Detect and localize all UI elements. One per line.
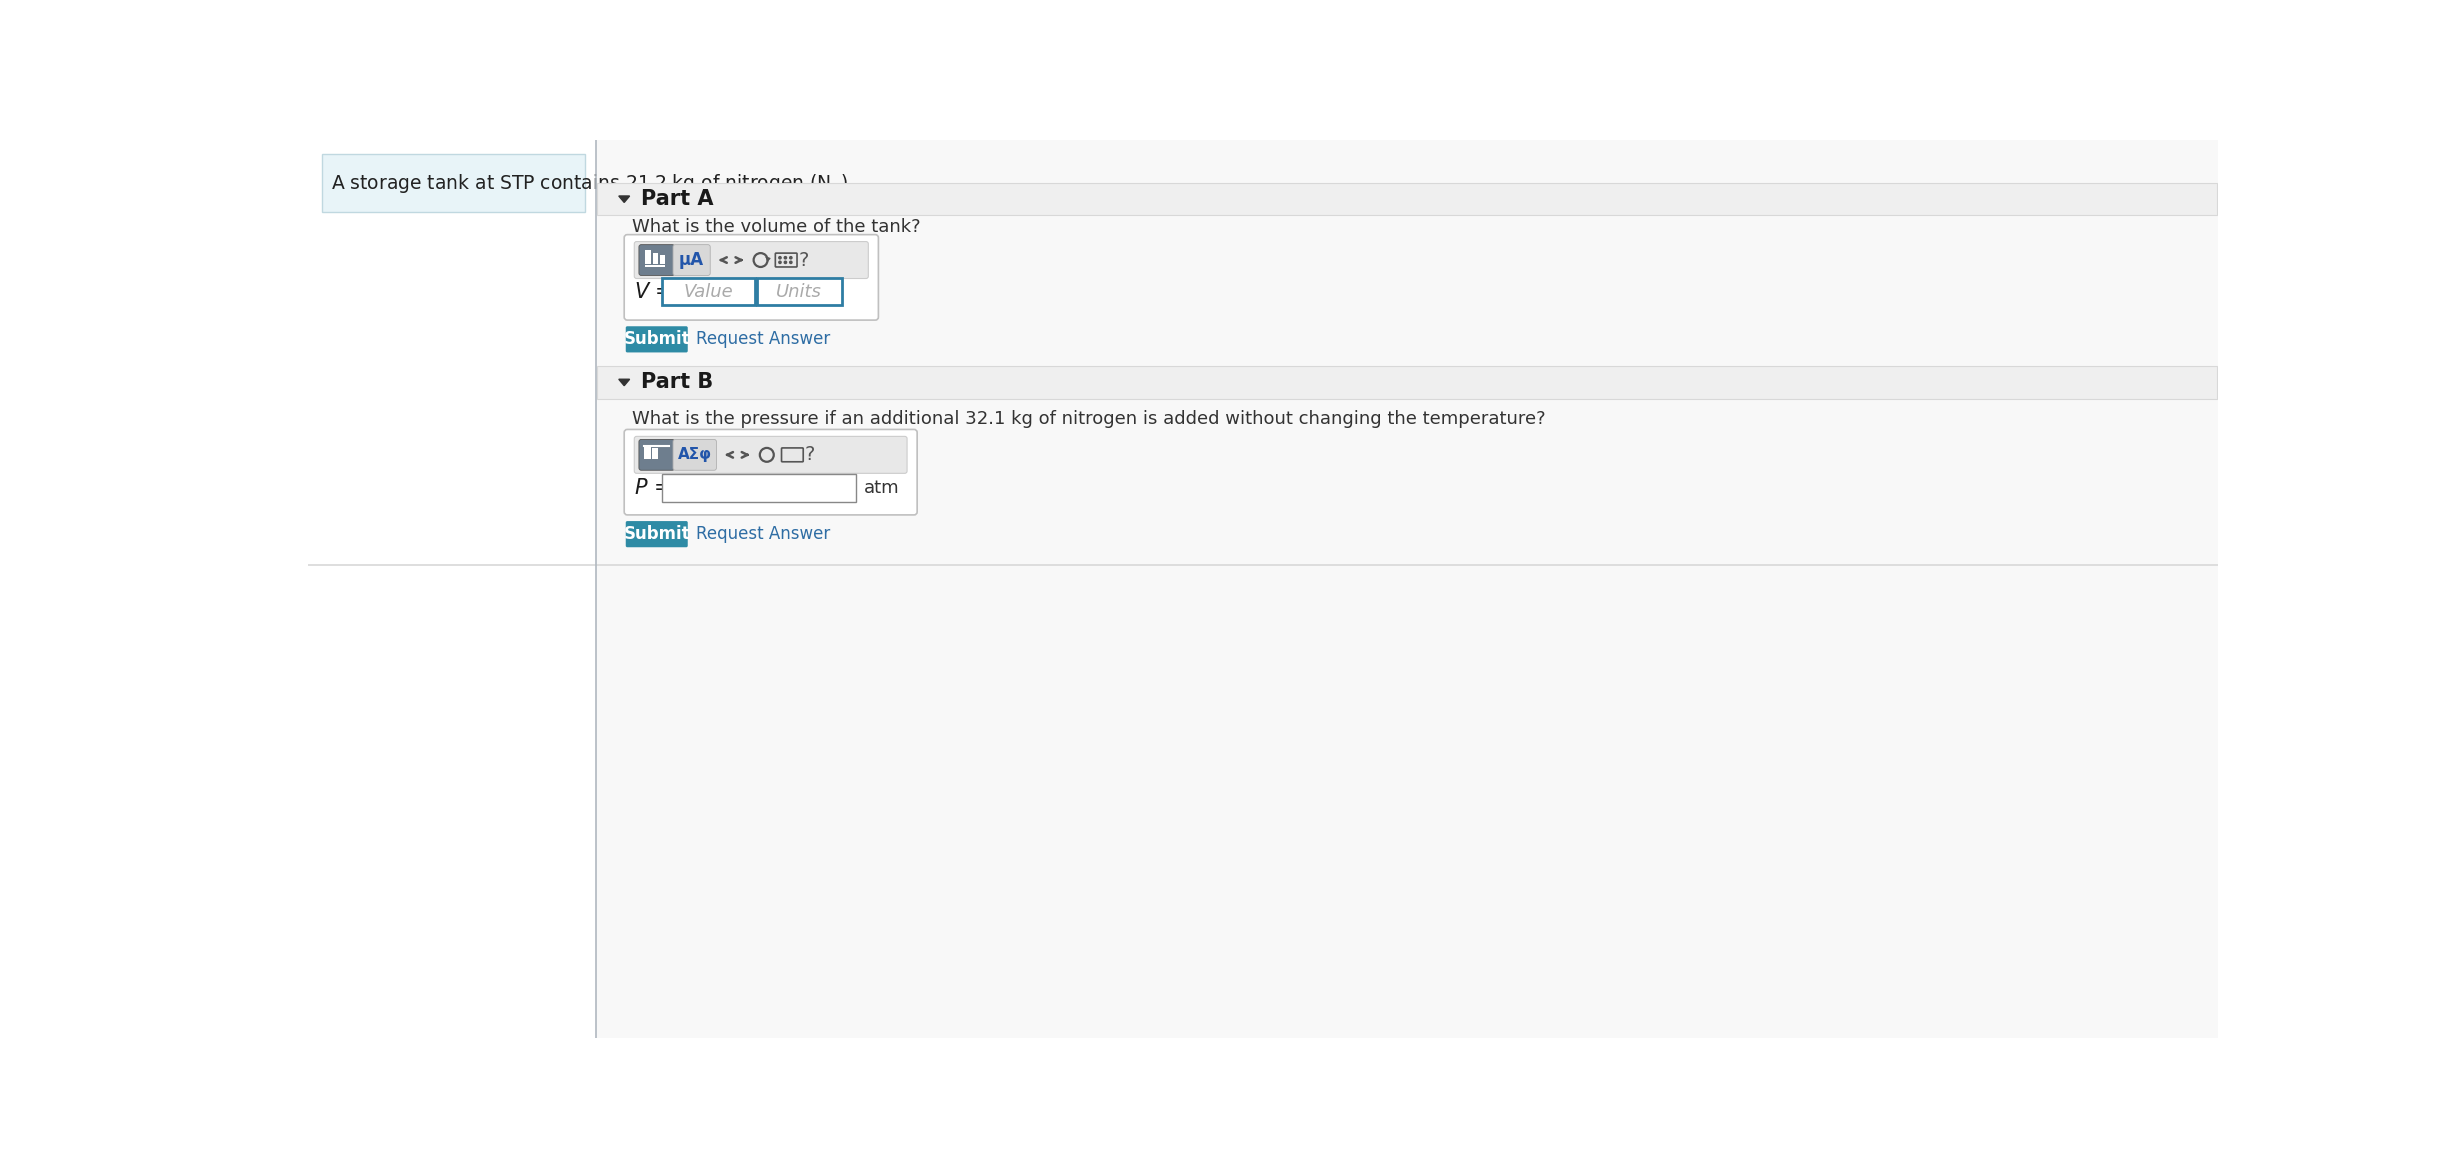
Text: Units: Units: [776, 282, 823, 301]
Polygon shape: [618, 196, 631, 203]
FancyBboxPatch shape: [653, 448, 658, 458]
FancyBboxPatch shape: [596, 366, 2218, 399]
Text: Value: Value: [685, 282, 734, 301]
FancyBboxPatch shape: [308, 140, 2218, 1038]
FancyBboxPatch shape: [626, 521, 687, 547]
Text: Part A: Part A: [641, 189, 715, 209]
FancyBboxPatch shape: [638, 245, 675, 275]
FancyBboxPatch shape: [623, 429, 917, 515]
Text: What is the volume of the tank?: What is the volume of the tank?: [631, 218, 922, 236]
FancyBboxPatch shape: [653, 253, 658, 264]
Text: ΑΣφ: ΑΣφ: [678, 448, 712, 463]
FancyBboxPatch shape: [596, 140, 2218, 1038]
Text: μA: μA: [680, 251, 705, 269]
FancyBboxPatch shape: [646, 250, 650, 264]
FancyBboxPatch shape: [633, 241, 867, 279]
FancyBboxPatch shape: [660, 254, 665, 264]
Polygon shape: [618, 379, 631, 386]
FancyBboxPatch shape: [596, 183, 2218, 216]
FancyBboxPatch shape: [638, 440, 675, 470]
FancyBboxPatch shape: [756, 278, 843, 305]
FancyBboxPatch shape: [646, 445, 650, 458]
FancyBboxPatch shape: [646, 266, 665, 267]
Text: ?: ?: [806, 445, 816, 464]
Text: A storage tank at STP contains 21.2 kg of nitrogen (N$_2$).: A storage tank at STP contains 21.2 kg o…: [330, 173, 853, 196]
FancyBboxPatch shape: [663, 278, 754, 305]
Text: ?: ?: [798, 251, 808, 269]
Text: Request Answer: Request Answer: [695, 330, 830, 349]
FancyBboxPatch shape: [623, 234, 877, 321]
Text: Part B: Part B: [641, 372, 715, 393]
Text: atm: atm: [865, 479, 899, 497]
Text: $P$ =: $P$ =: [633, 478, 670, 498]
Text: Submit: Submit: [623, 330, 690, 349]
Text: What is the pressure if an additional 32.1 kg of nitrogen is added without chang: What is the pressure if an additional 32…: [631, 409, 1545, 428]
FancyBboxPatch shape: [323, 154, 586, 211]
FancyBboxPatch shape: [673, 440, 717, 470]
Text: $V$ =: $V$ =: [633, 282, 673, 302]
FancyBboxPatch shape: [673, 245, 710, 275]
Text: Request Answer: Request Answer: [695, 525, 830, 543]
Text: Submit: Submit: [623, 525, 690, 543]
FancyBboxPatch shape: [633, 436, 907, 473]
FancyBboxPatch shape: [663, 475, 855, 501]
FancyBboxPatch shape: [626, 326, 687, 352]
